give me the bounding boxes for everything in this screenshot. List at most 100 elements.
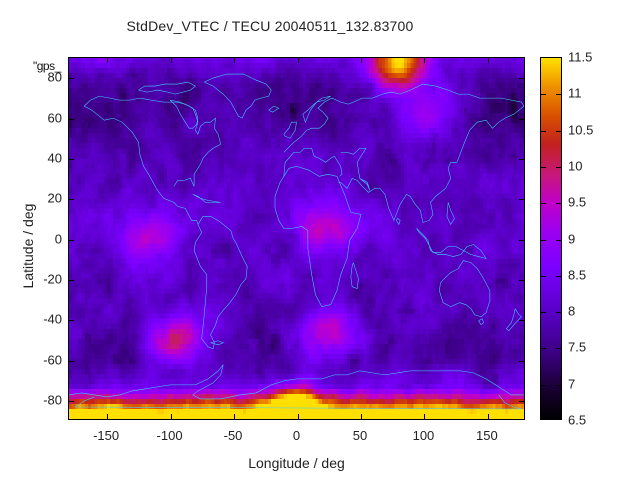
colorbar-tick-mark [541, 239, 546, 241]
coastline-path [479, 319, 484, 325]
x-tick-mark-top [360, 58, 362, 63]
y-tick-mark [69, 360, 74, 362]
colorbar-tick-mark [541, 203, 546, 205]
colorbar-tick-label: 9.5 [568, 194, 587, 210]
coastline-path [439, 261, 490, 317]
coastline-path [211, 341, 224, 345]
coastline-path [204, 74, 271, 118]
coastline-path [396, 218, 400, 224]
coastline-path [284, 148, 342, 176]
coastline-path [447, 202, 455, 224]
colorbar[interactable] [540, 57, 562, 420]
coastline-path [75, 395, 521, 409]
x-tick-label: 0 [292, 428, 301, 443]
colorbar-tick-mark [556, 384, 561, 386]
y-tick-label: -20 [43, 271, 62, 287]
coastline-path [275, 166, 361, 306]
colorbar-tick-label: 10 [568, 158, 583, 174]
coastline-path [338, 106, 524, 222]
colorbar-tick-label: 10.5 [568, 122, 594, 138]
colorbar-tick-mark [541, 275, 546, 277]
colorbar-tick-label: 8 [568, 303, 576, 319]
y-tick-label: -80 [43, 392, 62, 408]
colorbar-gradient [541, 58, 561, 419]
y-axis-title: Latitude / deg [20, 203, 36, 289]
y-tick-mark-right [519, 199, 524, 201]
y-tick-mark-right [519, 320, 524, 322]
colorbar-tick-mark [556, 275, 561, 277]
coastline-overlay [69, 58, 524, 419]
colorbar-tick-label: 6.5 [568, 412, 587, 428]
y-tick-mark [69, 158, 74, 160]
x-tick-label: 150 [476, 428, 498, 443]
coastline-path [139, 82, 196, 94]
y-tick-label: 60 [47, 110, 62, 125]
coastline-path [284, 122, 297, 138]
coastline-path [170, 100, 198, 128]
y-tick-mark [69, 400, 74, 402]
y-tick-mark-right [519, 78, 524, 80]
colorbar-tick-mark [541, 94, 546, 96]
colorbar-tick-label: 11 [568, 85, 582, 101]
y-tick-mark-right [519, 279, 524, 281]
colorbar-tick-mark [541, 130, 546, 132]
page-title: StdDev_VTEC / TECU 20040511_132.83700 [126, 18, 414, 34]
y-tick-label: -60 [43, 352, 62, 367]
coastline-path [193, 194, 221, 202]
colorbar-tick-label: 11.5 [568, 49, 593, 65]
colorbar-tick-mark [556, 348, 561, 350]
y-tick-mark-right [519, 360, 524, 362]
y-tick-mark-right [519, 239, 524, 241]
coastline-path [417, 228, 487, 258]
colorbar-tick-mark [556, 94, 561, 96]
colorbar-tick-mark [541, 312, 546, 314]
colorbar-tick-mark [556, 130, 561, 132]
x-tick-label: -150 [93, 428, 120, 443]
coastline-path [284, 84, 524, 152]
x-tick-mark-top [170, 58, 172, 63]
y-tick-label: 40 [47, 150, 62, 166]
x-tick-label: -50 [223, 428, 243, 443]
x-tick-mark-top [297, 58, 299, 63]
coastline-path [69, 365, 524, 399]
y-tick-label: 80 [47, 69, 62, 85]
x-tick-mark [360, 414, 362, 419]
y-tick-label: -40 [43, 311, 62, 327]
x-tick-mark-top [487, 58, 489, 63]
x-tick-mark-top [107, 58, 109, 63]
y-tick-mark [69, 279, 74, 281]
vtec-heatmap-raster [69, 58, 524, 419]
x-tick-label: -100 [156, 428, 183, 443]
y-tick-mark [69, 199, 74, 201]
y-tick-label: 20 [47, 190, 62, 206]
coastline-path [351, 263, 359, 289]
colorbar-tick-label: 7.5 [568, 339, 587, 355]
x-tick-mark [487, 414, 489, 419]
y-tick-mark [69, 320, 74, 322]
coastline-path [84, 96, 221, 186]
coastline-path [269, 106, 279, 112]
coastline-path [341, 148, 370, 190]
heatmap-plot-area[interactable] [68, 57, 525, 420]
colorbar-tick-label: 9 [568, 231, 576, 246]
coastline-path [194, 216, 247, 348]
coastline-path [84, 106, 198, 224]
colorbar-tick-label: 7 [568, 376, 576, 392]
y-tick-mark-right [519, 118, 524, 120]
y-tick-mark-right [519, 400, 524, 402]
colorbar-tick-mark [556, 203, 561, 205]
y-tick-label: 0 [54, 231, 62, 246]
x-axis-title: Longitude / deg [248, 455, 345, 471]
coastline-path [303, 96, 331, 122]
colorbar-tick-mark [541, 166, 546, 168]
x-tick-mark-top [424, 58, 426, 63]
x-tick-mark [424, 414, 426, 419]
y-tick-mark [69, 239, 74, 241]
x-tick-label: 50 [352, 428, 368, 443]
colorbar-tick-mark [541, 348, 546, 350]
x-tick-mark [170, 414, 172, 419]
colorbar-tick-mark [556, 312, 561, 314]
x-tick-mark-top [234, 58, 236, 63]
x-tick-mark [234, 414, 236, 419]
x-tick-label: 100 [412, 428, 435, 443]
